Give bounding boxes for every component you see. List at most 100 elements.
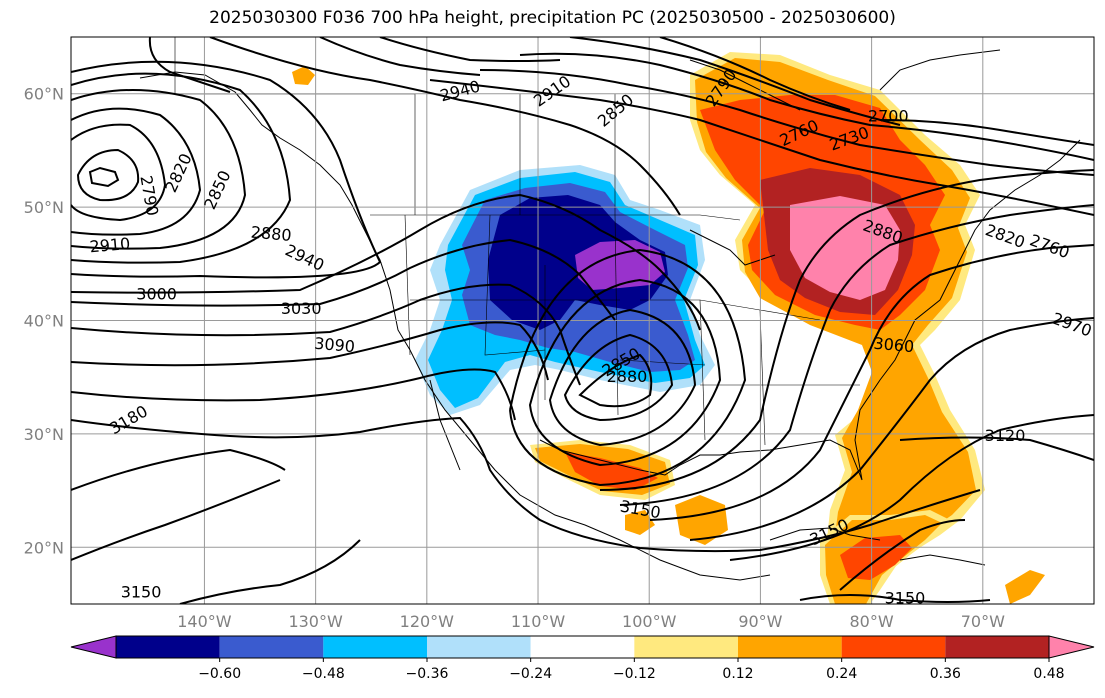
contour-line [879, 119, 1094, 146]
contour-label-text: 3060 [873, 334, 915, 356]
contour-label: 2790 [136, 174, 162, 217]
map-frame [70, 36, 1095, 605]
contour-line [88, 166, 120, 188]
lat-tick-label: 60°N [24, 85, 64, 104]
contour-label: 3000 [136, 284, 177, 303]
colorbar-segment [945, 636, 1049, 658]
colorbar-extend-low [70, 635, 117, 659]
contour-label-text: 2700 [868, 106, 909, 125]
lat-tick-label: 20°N [24, 538, 64, 557]
coastlines [139, 49, 1081, 581]
contour-label-text: 3120 [985, 426, 1026, 445]
colorbar-segment [738, 636, 842, 658]
latitude-labels: 20°N 30°N 40°N 50°N 60°N [24, 85, 64, 558]
contour-label: 2970 [1050, 309, 1095, 341]
colorbar-tick-label: −0.24 [509, 666, 552, 682]
contour-label-text: 3150 [121, 583, 162, 602]
colorbar-segment [530, 636, 635, 658]
contour-line [71, 238, 616, 321]
contour-label-text: 2940 [282, 240, 327, 274]
contour-line [599, 169, 1094, 491]
contour-label: 3030 [281, 299, 322, 318]
colorbar-tick-label: −0.48 [302, 666, 345, 682]
contour-label: 2880 [250, 223, 292, 245]
contour-line [71, 479, 281, 561]
contour-label-text: 3150 [885, 588, 926, 607]
colorbar-segment [841, 636, 946, 658]
contour-label: 3060 [873, 334, 915, 356]
lon-tick-label: 70°W [961, 612, 1005, 631]
contour-line [563, 333, 674, 422]
contour-label: 2820 [983, 220, 1028, 252]
contour-line [179, 539, 361, 604]
contour-line [509, 248, 747, 487]
colorbar-segment [427, 636, 531, 658]
pos-orange-ne-caribbean [1005, 570, 1045, 604]
contour-line [76, 148, 140, 202]
contour-label-text: 2820 [983, 220, 1028, 252]
contour-label: 2700 [868, 106, 909, 125]
chart-title: 2025030300 F036 700 hPa height, precipit… [209, 8, 896, 28]
contour-line [479, 69, 1094, 176]
colorbar-tick-label: 0.24 [826, 666, 857, 682]
contour-label: 2910 [530, 72, 574, 111]
contour-line [659, 37, 851, 111]
neg-purple-region [575, 240, 665, 290]
contour-line [799, 594, 991, 603]
contour-line [71, 60, 382, 279]
contour-line [578, 353, 653, 408]
pos-orange-alaska [292, 66, 315, 85]
lon-tick-label: 80°W [850, 612, 894, 631]
contour-label: 2910 [89, 234, 131, 256]
contour-label-text: 2970 [1050, 309, 1095, 341]
longitude-labels: 140°W 130°W 120°W 110°W 100°W 90°W 80°W 70°W [177, 612, 1005, 631]
contour-line [899, 436, 1094, 461]
lat-tick-label: 40°N [24, 312, 64, 331]
positive-precip-shading [292, 52, 1045, 604]
contour-line [569, 37, 901, 126]
contour-label: 2940 [282, 240, 327, 274]
lat-tick-label: 50°N [24, 198, 64, 217]
contour-line [71, 89, 247, 250]
contour-label-text: 3030 [281, 299, 322, 318]
contour-label: 3180 [106, 401, 151, 438]
colorbar-segment [634, 636, 738, 658]
colorbar-tick-label: −0.60 [198, 666, 241, 682]
contour-label: 3150 [121, 583, 162, 602]
lon-tick-label: 130°W [288, 612, 343, 631]
contour-line [71, 321, 549, 381]
contour-line [319, 37, 481, 76]
lat-tick-label: 30°N [24, 425, 64, 444]
contour-label-text: 3090 [313, 334, 355, 356]
contour-label-text: 2880 [607, 367, 648, 386]
contour-label: 2820 [161, 150, 195, 195]
contour-line [519, 52, 1094, 161]
pos-orange-blob-2 [625, 510, 655, 535]
colorbar-tick-label: −0.12 [613, 666, 656, 682]
contour-label-text: 2880 [250, 223, 292, 245]
pos-orange-blob-1 [675, 495, 728, 545]
contour-label-text: 2820 [161, 150, 195, 195]
colorbar-segment [219, 636, 324, 658]
contour-line [148, 37, 231, 93]
colorbar-tick-label: −0.36 [406, 666, 449, 682]
contour-line [71, 368, 516, 421]
state-borders [174, 37, 860, 446]
pos-pink-east [790, 196, 900, 300]
colorbar-segment [116, 636, 220, 658]
contour-label-text: 2850 [200, 167, 234, 212]
colorbar-outline [115, 635, 1050, 659]
contour-line [689, 317, 1094, 541]
colorbar-tick-label: 0.12 [722, 666, 753, 682]
contour-label: 3090 [313, 334, 355, 356]
contour-line [71, 193, 701, 331]
contour-line [649, 244, 1094, 521]
lon-tick-label: 110°W [511, 612, 566, 631]
contour-label-text: 2760 [1027, 230, 1072, 262]
contour-line [71, 283, 581, 386]
contour-line [71, 416, 981, 553]
contour-label-text: 2790 [136, 174, 162, 217]
contour-line [379, 37, 561, 62]
lon-tick-label: 120°W [400, 612, 455, 631]
